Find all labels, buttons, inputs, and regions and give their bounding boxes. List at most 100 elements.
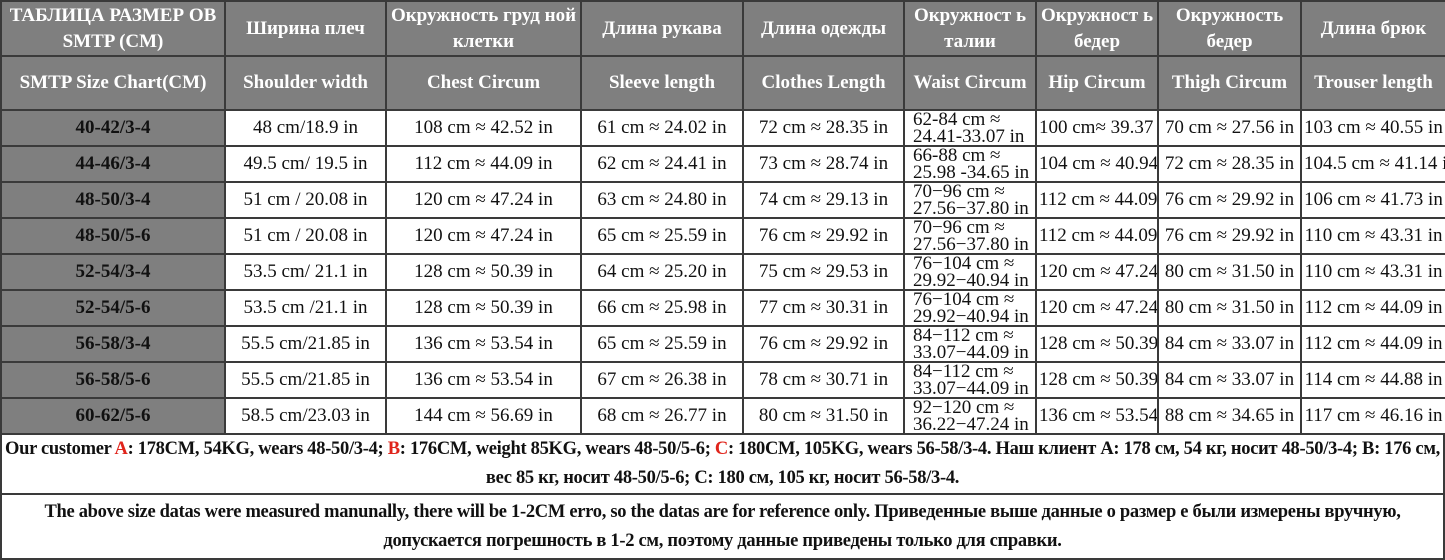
- column-header-thigh-circum: Thigh Circum: [1157, 55, 1302, 111]
- cell-sleeve-length: 68 cm ≈ 26.77 in: [580, 397, 744, 435]
- cell-hip-circum: 120 cm ≈ 47.24 in: [1035, 253, 1159, 291]
- customer-text: : 178CM, 54KG, wears 48-50/3-4;: [127, 439, 388, 459]
- cell-clothes-length: 72 cm ≈ 28.35 in: [742, 109, 905, 147]
- cell-waist-circum: 66-88 cm ≈ 25.98 -34.65 in: [903, 145, 1037, 183]
- column-header-trouser-length: Trouser length: [1300, 55, 1445, 111]
- cell-trouser-length: 110 cm ≈ 43.31 in: [1300, 217, 1445, 255]
- cell-chest-circum: 144 cm ≈ 56.69 in: [385, 397, 582, 435]
- column-header-sleeve-length: Sleeve length: [580, 55, 744, 111]
- cell-hip-circum: 136 cm ≈ 53.54 in: [1035, 397, 1159, 435]
- cell-sleeve-length: 65 cm ≈ 25.59 in: [580, 325, 744, 363]
- cell-waist-circum: 70−96 cm ≈ 27.56−37.80 in: [903, 217, 1037, 255]
- cell-waist-circum: 76−104 cm ≈ 29.92−40.94 in: [903, 289, 1037, 327]
- cell-size: 52-54/3-4: [0, 253, 226, 291]
- cell-trouser-length: 112 cm ≈ 44.09 in: [1300, 289, 1445, 327]
- cell-waist-circum: 92−120 cm ≈ 36.22−47.24 in: [903, 397, 1037, 435]
- cell-shoulder-width: 51 cm / 20.08 in: [224, 181, 387, 219]
- cell-chest-circum: 128 cm ≈ 50.39 in: [385, 253, 582, 291]
- cell-trouser-length: 112 cm ≈ 44.09 in: [1300, 325, 1445, 363]
- cell-shoulder-width: 49.5 cm/ 19.5 in: [224, 145, 387, 183]
- cell-hip-circum: 112 cm ≈ 44.09 in: [1035, 181, 1159, 219]
- table-row: 48-50/5-6 51 cm / 20.08 in 120 cm ≈ 47.24 …: [0, 217, 1445, 255]
- column-header-waist-circum: Waist Circum: [903, 55, 1037, 111]
- cell-thigh-circum: 88 cm ≈ 34.65 in: [1157, 397, 1302, 435]
- cell-shoulder-width: 55.5 cm/21.85 in: [224, 361, 387, 399]
- cell-chest-circum: 108 cm ≈ 42.52 in: [385, 109, 582, 147]
- column-header-shoulder-width: Shoulder width: [224, 55, 387, 111]
- cell-hip-circum: 104 cm ≈ 40.94 in: [1035, 145, 1159, 183]
- cell-trouser-length: 110 cm ≈ 43.31 in: [1300, 253, 1445, 291]
- cell-size: 56-58/5-6: [0, 361, 226, 399]
- header-row-english: SMTP Size Chart(CM) Shoulder width Chest C…: [0, 55, 1445, 111]
- cell-chest-circum: 120 cm ≈ 47.24 in: [385, 217, 582, 255]
- cell-waist-circum: 62-84 cm ≈ 24.41-33.07 in: [903, 109, 1037, 147]
- cell-hip-circum: 128 cm ≈ 50.39 in: [1035, 325, 1159, 363]
- cell-clothes-length: 74 cm ≈ 29.13 in: [742, 181, 905, 219]
- cell-chest-circum: 128 cm ≈ 50.39 in: [385, 289, 582, 327]
- measurement-disclaimer: The above size datas were measured manun…: [0, 495, 1445, 560]
- cell-trouser-length: 106 cm ≈ 41.73 in: [1300, 181, 1445, 219]
- cell-waist-circum: 84−112 cm ≈ 33.07−44.09 in: [903, 325, 1037, 363]
- table-row: 48-50/3-4 51 cm / 20.08 in 120 cm ≈ 47.24 …: [0, 181, 1445, 219]
- cell-size: 40-42/3-4: [0, 109, 226, 147]
- cell-shoulder-width: 51 cm / 20.08 in: [224, 217, 387, 255]
- column-header-chest-circum: Окружность груд ной клетки: [385, 0, 582, 57]
- table-row: 52-54/3-4 53.5 cm/ 21.1 in 128 cm ≈ 50.39 …: [0, 253, 1445, 291]
- cell-waist-circum: 76−104 cm ≈ 29.92−40.94 in: [903, 253, 1037, 291]
- cell-trouser-length: 114 cm ≈ 44.88 in: [1300, 361, 1445, 399]
- column-header-trouser-length: Длина брюк: [1300, 0, 1445, 57]
- cell-thigh-circum: 70 cm ≈ 27.56 in: [1157, 109, 1302, 147]
- cell-thigh-circum: 84 cm ≈ 33.07 in: [1157, 325, 1302, 363]
- cell-clothes-length: 75 cm ≈ 29.53 in: [742, 253, 905, 291]
- cell-clothes-length: 73 cm ≈ 28.74 in: [742, 145, 905, 183]
- column-header-chest-circum: Chest Circum: [385, 55, 582, 111]
- cell-trouser-length: 104.5 cm ≈ 41.14 in: [1300, 145, 1445, 183]
- customer-text: : 180CM, 105KG, wears 56-58/3-4. Наш кли…: [485, 439, 1440, 488]
- customer-label: B: [387, 439, 400, 459]
- customer-label: C: [714, 439, 728, 459]
- cell-waist-circum: 70−96 cm ≈ 27.56−37.80 in: [903, 181, 1037, 219]
- column-header-shoulder-width: Ширина плеч: [224, 0, 387, 57]
- cell-sleeve-length: 65 cm ≈ 25.59 in: [580, 217, 744, 255]
- table-row: 56-58/5-6 55.5 cm/21.85 in 136 cm ≈ 53.54 …: [0, 361, 1445, 399]
- cell-sleeve-length: 63 cm ≈ 24.80 in: [580, 181, 744, 219]
- table-row: 60-62/5-6 58.5 cm/23.03 in 144 cm ≈ 56.69 …: [0, 397, 1445, 435]
- cell-shoulder-width: 53.5 cm /21.1 in: [224, 289, 387, 327]
- cell-chest-circum: 136 cm ≈ 53.54 in: [385, 361, 582, 399]
- table-row: 52-54/5-6 53.5 cm /21.1 in 128 cm ≈ 50.39 …: [0, 289, 1445, 327]
- cell-sleeve-length: 67 cm ≈ 26.38 in: [580, 361, 744, 399]
- cell-size: 56-58/3-4: [0, 325, 226, 363]
- cell-thigh-circum: 76 cm ≈ 29.92 in: [1157, 217, 1302, 255]
- cell-thigh-circum: 76 cm ≈ 29.92 in: [1157, 181, 1302, 219]
- cell-clothes-length: 80 cm ≈ 31.50 in: [742, 397, 905, 435]
- cell-sleeve-length: 62 cm ≈ 24.41 in: [580, 145, 744, 183]
- cell-shoulder-width: 55.5 cm/21.85 in: [224, 325, 387, 363]
- cell-trouser-length: 117 cm ≈ 46.16 in: [1300, 397, 1445, 435]
- cell-clothes-length: 76 cm ≈ 29.92 in: [742, 217, 905, 255]
- table-row: 44-46/3-4 49.5 cm/ 19.5 in 112 cm ≈ 44.09 …: [0, 145, 1445, 183]
- cell-sleeve-length: 66 cm ≈ 25.98 in: [580, 289, 744, 327]
- column-header-size: SMTP Size Chart(CM): [0, 55, 226, 111]
- size-chart-table: ТАБЛИЦА РАЗМЕР ОВ SMTP (CM) Ширина плеч Ок…: [0, 0, 1445, 435]
- column-header-size: ТАБЛИЦА РАЗМЕР ОВ SMTP (CM): [0, 0, 226, 57]
- column-header-clothes-length: Длина одежды: [742, 0, 905, 57]
- cell-thigh-circum: 80 cm ≈ 31.50 in: [1157, 289, 1302, 327]
- cell-hip-circum: 120 cm ≈ 47.24 in: [1035, 289, 1159, 327]
- cell-hip-circum: 100 cm≈ 39.37 in: [1035, 109, 1159, 147]
- cell-size: 44-46/3-4: [0, 145, 226, 183]
- cell-size: 48-50/5-6: [0, 217, 226, 255]
- customer-text: Our customer: [5, 439, 115, 459]
- table-row: 40-42/3-4 48 cm/18.9 in 108 cm ≈ 42.52 in 6…: [0, 109, 1445, 147]
- cell-thigh-circum: 72 cm ≈ 28.35 in: [1157, 145, 1302, 183]
- customer-note: Our customer A: 178CM, 54KG, wears 48-50…: [0, 435, 1445, 495]
- column-header-hip-circum: Окружност ь бедер: [1035, 0, 1159, 57]
- cell-thigh-circum: 84 cm ≈ 33.07 in: [1157, 361, 1302, 399]
- cell-clothes-length: 76 cm ≈ 29.92 in: [742, 325, 905, 363]
- disclaimer-text: The above size datas were measured manun…: [44, 501, 1401, 551]
- cell-waist-circum: 84−112 cm ≈ 33.07−44.09 in: [903, 361, 1037, 399]
- column-header-clothes-length: Clothes Length: [742, 55, 905, 111]
- cell-trouser-length: 103 cm ≈ 40.55 in: [1300, 109, 1445, 147]
- cell-shoulder-width: 53.5 cm/ 21.1 in: [224, 253, 387, 291]
- header-row-russian: ТАБЛИЦА РАЗМЕР ОВ SMTP (CM) Ширина плеч Ок…: [0, 0, 1445, 57]
- cell-clothes-length: 77 cm ≈ 30.31 in: [742, 289, 905, 327]
